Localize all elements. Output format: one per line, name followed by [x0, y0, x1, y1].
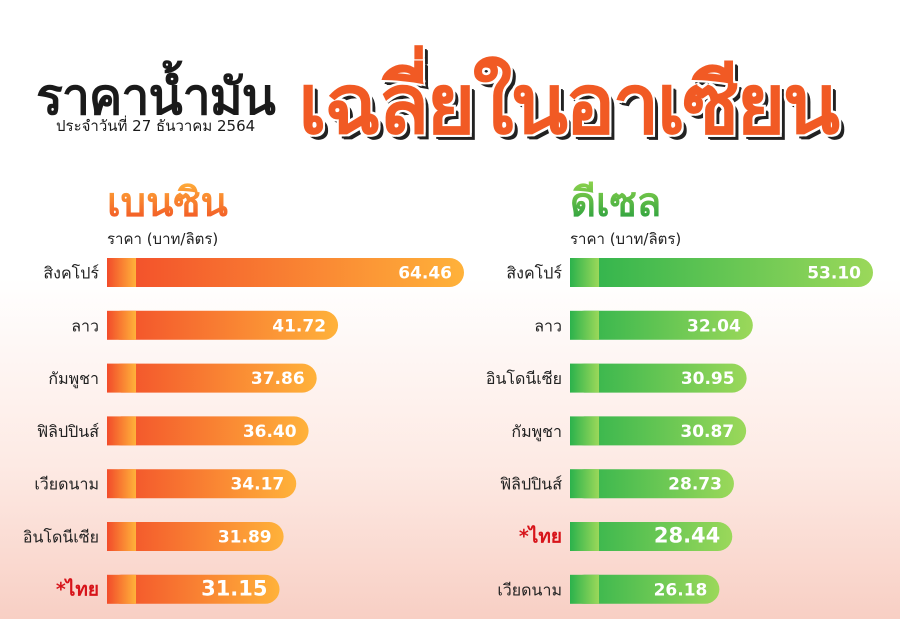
diesel-value-label: 32.04	[687, 316, 741, 336]
diesel-bar-left-edge	[570, 363, 599, 393]
diesel-bar-left-edge	[570, 574, 599, 604]
diesel-axis-label: ราคา (บาท/ลิตร)	[570, 230, 681, 248]
benzin-bar-left-edge	[107, 574, 136, 604]
benzin-category-label: กัมพูชา	[48, 369, 99, 389]
diesel-category-label: เวียดนาม	[497, 580, 562, 599]
diesel-value-label: 26.18	[654, 580, 708, 600]
benzin-value-label: 31.15	[201, 576, 267, 600]
benzin-bar-left-edge	[107, 522, 136, 551]
diesel-value-label: 30.87	[680, 422, 734, 442]
benzin-value-label: 34.17	[230, 475, 284, 495]
diesel-bar	[570, 469, 734, 499]
diesel-category-label: สิงคโปร์	[506, 264, 562, 283]
benzin-bar	[107, 469, 297, 499]
benzin-category-label: *ไทย	[56, 577, 99, 600]
benzin-bar-left-edge	[107, 310, 136, 340]
diesel-category-label: ลาว	[534, 316, 562, 335]
benzin-value-label: 31.89	[218, 528, 272, 548]
benzin-bar	[107, 258, 464, 287]
benzin-category-label: เวียดนาม	[34, 475, 99, 494]
page-title-accent: เฉลี่ยในอาเซียน	[298, 55, 840, 153]
benzin-category-label: ฟิลิปปินส์	[37, 422, 99, 441]
diesel-bar	[570, 310, 753, 340]
diesel-value-label: 53.10	[807, 264, 861, 284]
benzin-category-label: อินโดนีเซีย	[23, 528, 99, 547]
benzin-bar	[107, 574, 280, 604]
diesel-category-label: ฟิลิปปินส์	[500, 475, 562, 494]
page-subtitle-date: ประจำวันที่ 27 ธันวาคม 2564	[56, 117, 256, 135]
diesel-value-label: 28.73	[668, 475, 722, 495]
diesel-value-label: 30.95	[681, 369, 735, 389]
benzin-bar-left-edge	[107, 469, 136, 499]
benzin-bar	[107, 310, 339, 340]
benzin-bar-left-edge	[107, 363, 136, 393]
diesel-bar	[570, 258, 873, 287]
benzin-value-label: 37.86	[251, 369, 305, 389]
diesel-category-label: กัมพูชา	[511, 422, 562, 442]
benzin-category-label: ลาว	[71, 316, 99, 335]
benzin-bar	[107, 416, 309, 446]
diesel-value-label: 28.44	[654, 524, 720, 548]
diesel-bar	[570, 416, 747, 446]
benzin-bar	[107, 522, 284, 551]
benzin-axis-label: ราคา (บาท/ลิตร)	[107, 230, 218, 248]
diesel-bar-left-edge	[570, 522, 599, 551]
benzin-bar	[107, 363, 317, 393]
diesel-bar-left-edge	[570, 310, 599, 340]
diesel-bar	[570, 522, 733, 551]
diesel-bar-left-edge	[570, 416, 599, 446]
diesel-category-label: *ไทย	[519, 525, 562, 548]
diesel-bar-left-edge	[570, 258, 599, 287]
diesel-bar	[570, 574, 720, 604]
diesel-bar	[570, 363, 747, 393]
benzin-category-label: สิงคโปร์	[43, 264, 99, 283]
benzin-bar-left-edge	[107, 416, 136, 446]
diesel-chart-title: ดีเซล	[570, 180, 661, 226]
benzin-bar-left-edge	[107, 258, 136, 287]
benzin-chart-title: เบนซิน	[107, 180, 228, 226]
benzin-value-label: 41.72	[272, 316, 326, 336]
page-title: ราคาน้ำมัน	[36, 68, 276, 126]
benzin-value-label: 36.40	[243, 422, 297, 442]
benzin-value-label: 64.46	[398, 264, 452, 284]
diesel-category-label: อินโดนีเซีย	[486, 369, 562, 388]
diesel-bar-left-edge	[570, 469, 599, 499]
